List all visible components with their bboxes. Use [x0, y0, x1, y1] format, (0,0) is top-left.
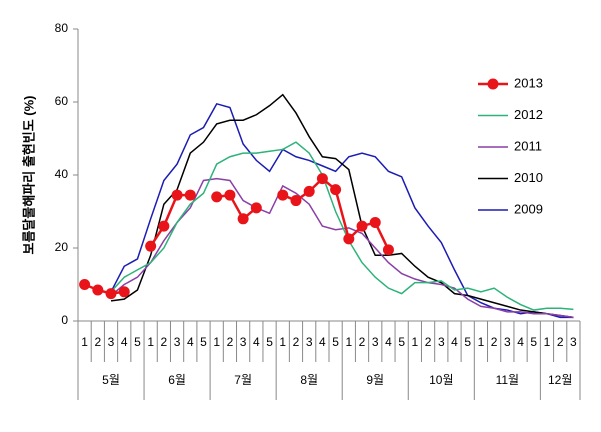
point — [92, 284, 104, 296]
x-tick-label: 1 — [147, 335, 154, 349]
point — [237, 213, 249, 225]
point — [330, 184, 342, 196]
x-tick-label: 3 — [240, 335, 247, 349]
point — [211, 191, 223, 203]
x-tick-label: 5 — [266, 335, 273, 349]
legend-label: 2013 — [514, 75, 543, 90]
legend-label: 2012 — [514, 107, 543, 122]
x-tick-label: 2 — [557, 335, 564, 349]
x-tick-label: 1 — [81, 335, 88, 349]
legend-marker — [487, 78, 499, 90]
y-tick-label: 80 — [55, 21, 69, 35]
point — [316, 173, 328, 185]
point — [105, 288, 117, 300]
x-tick-label: 3 — [504, 335, 511, 349]
series-line — [216, 193, 258, 221]
x-tick-label: 2 — [94, 335, 101, 349]
x-tick-label: 4 — [517, 335, 524, 349]
x-tick-label: 5 — [530, 335, 537, 349]
y-tick-label: 60 — [55, 94, 69, 108]
x-tick-label: 3 — [372, 335, 379, 349]
point — [369, 216, 381, 228]
x-group-label: 7월 — [234, 373, 252, 387]
x-tick-label: 3 — [438, 335, 445, 349]
x-group-label: 9월 — [366, 373, 384, 387]
x-tick-label: 5 — [134, 335, 141, 349]
x-tick-label: 1 — [213, 335, 220, 349]
legend-label: 2010 — [514, 170, 543, 185]
x-tick-label: 2 — [161, 335, 168, 349]
x-tick-label: 1 — [345, 335, 352, 349]
x-tick-label: 2 — [491, 335, 498, 349]
x-tick-label: 1 — [544, 335, 551, 349]
point — [158, 220, 170, 232]
x-tick-label: 4 — [451, 335, 458, 349]
x-group-label: 12월 — [548, 373, 572, 387]
series-line — [110, 93, 574, 319]
x-tick-label: 3 — [570, 335, 577, 349]
y-tick-label: 40 — [55, 167, 69, 181]
x-tick-label: 4 — [385, 335, 392, 349]
x-tick-label: 1 — [478, 335, 485, 349]
series-line — [110, 177, 574, 319]
series-line — [149, 193, 191, 247]
point — [250, 202, 262, 214]
x-tick-label: 3 — [108, 335, 115, 349]
x-tick-label: 5 — [200, 335, 207, 349]
x-tick-label: 4 — [319, 335, 326, 349]
x-tick-label: 2 — [227, 335, 234, 349]
y-tick-label: 0 — [61, 313, 68, 327]
x-tick-label: 2 — [293, 335, 300, 349]
series-line — [110, 141, 574, 311]
legend-label: 2011 — [514, 138, 542, 153]
legend-label: 2009 — [514, 201, 543, 216]
point — [171, 189, 183, 201]
x-group-label: 10월 — [429, 373, 453, 387]
point — [356, 220, 368, 232]
point — [79, 279, 91, 290]
x-tick-label: 3 — [174, 335, 181, 349]
x-group-label: 5월 — [102, 373, 120, 387]
x-tick-label: 5 — [398, 335, 405, 349]
point — [277, 189, 289, 201]
x-tick-label: 1 — [412, 335, 419, 349]
x-tick-label: 4 — [187, 335, 194, 349]
x-tick-label: 4 — [121, 335, 128, 349]
x-group-label: 11월 — [496, 373, 520, 387]
point — [382, 244, 394, 256]
x-tick-label: 5 — [332, 335, 339, 349]
x-tick-label: 4 — [253, 335, 260, 349]
y-tick-label: 20 — [55, 240, 69, 254]
point — [224, 189, 236, 201]
y-axis-label: 보름달물해파리 출현빈도 (%) — [21, 95, 36, 254]
series-line — [84, 283, 125, 295]
point — [290, 195, 302, 207]
point — [343, 233, 355, 245]
x-tick-label: 2 — [425, 335, 432, 349]
point — [303, 185, 315, 197]
point — [118, 286, 130, 298]
point — [184, 189, 196, 201]
point — [145, 240, 157, 252]
x-tick-label: 2 — [359, 335, 366, 349]
x-tick-label: 5 — [464, 335, 471, 349]
x-group-label: 8월 — [300, 373, 318, 387]
x-group-label: 6월 — [168, 373, 186, 387]
x-tick-label: 1 — [279, 335, 286, 349]
x-tick-label: 3 — [306, 335, 313, 349]
